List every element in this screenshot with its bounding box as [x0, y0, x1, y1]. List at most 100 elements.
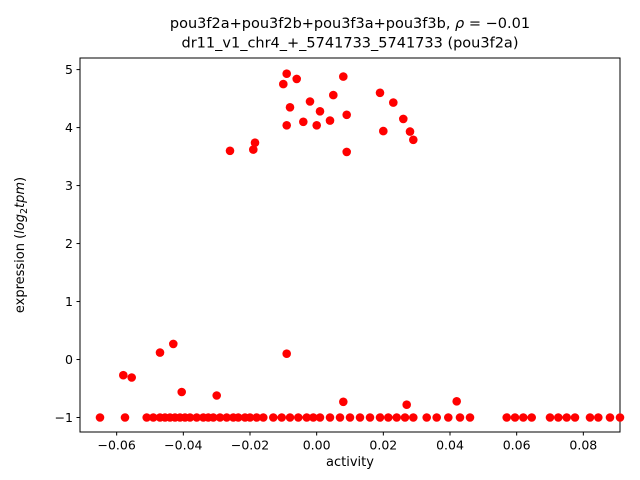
data-point	[120, 413, 130, 422]
chart-title-line2: dr11_v1_chr4_+_5741733_5741733 (pou3f2a)	[182, 36, 519, 52]
data-point	[379, 126, 388, 136]
data-point	[339, 72, 348, 81]
data-point	[422, 413, 432, 422]
data-point	[545, 413, 555, 422]
data-point	[215, 413, 225, 422]
data-point	[502, 413, 512, 422]
x-tick-label: 0.06	[503, 438, 531, 453]
data-point	[212, 391, 221, 400]
y-tick-label: 4	[65, 120, 73, 135]
data-point	[315, 413, 325, 422]
data-point	[329, 90, 338, 100]
x-tick-label: 0.00	[303, 438, 331, 453]
data-point	[342, 147, 352, 157]
y-tick-label: 2	[65, 236, 73, 251]
y-tick-label: −1	[55, 410, 73, 425]
plot-frame	[79, 57, 621, 433]
data-point	[285, 103, 295, 112]
data-point	[384, 413, 393, 422]
data-point	[452, 397, 462, 406]
data-point	[405, 127, 415, 136]
data-point	[250, 138, 260, 147]
data-point	[225, 146, 235, 156]
data-point	[234, 413, 243, 422]
y-tick-label: 5	[65, 62, 73, 77]
data-point	[312, 121, 322, 130]
data-point	[594, 413, 603, 422]
data-point	[259, 413, 268, 422]
data-point	[282, 121, 292, 130]
data-point	[119, 370, 128, 380]
data-point	[325, 116, 335, 125]
data-point	[142, 413, 151, 422]
data-point	[399, 114, 408, 124]
data-point	[185, 413, 195, 422]
data-point	[177, 387, 186, 397]
data-point	[335, 413, 345, 422]
data-point	[279, 79, 288, 89]
y-tick-label: 0	[65, 352, 73, 367]
data-point	[294, 413, 303, 422]
data-point	[400, 413, 410, 422]
data-point	[519, 413, 528, 422]
data-point	[342, 110, 352, 120]
data-point	[282, 69, 292, 78]
x-tick-label: −0.02	[231, 438, 269, 453]
data-point	[562, 413, 571, 422]
data-point	[570, 413, 580, 422]
data-point	[285, 413, 295, 422]
x-tick-label: 0.04	[436, 438, 464, 453]
data-point	[245, 413, 255, 422]
chart-title-line1: pou3f2a+pou3f2b+pou3f3a+pou3f3b, ρ = −0.…	[170, 16, 530, 32]
x-tick-label: −0.06	[98, 438, 136, 453]
data-point	[209, 413, 218, 422]
data-point	[282, 349, 292, 359]
data-point	[149, 413, 158, 422]
data-point	[585, 413, 595, 422]
data-point	[302, 413, 312, 422]
x-axis: −0.06 −0.04 −0.02 0.00 0.02 0.04 0.06 0.08	[98, 432, 597, 453]
data-point	[554, 413, 563, 422]
scatter-points	[95, 69, 625, 422]
data-point	[277, 413, 287, 422]
data-point	[402, 400, 412, 410]
y-tick-label: 1	[65, 294, 73, 309]
x-tick-label: 0.08	[569, 438, 597, 453]
y-tick-label: 3	[65, 178, 73, 193]
data-point	[325, 413, 335, 422]
data-point	[249, 145, 258, 154]
y-axis: −1 0 1 2 3 4 5	[55, 62, 80, 425]
data-point	[375, 413, 385, 422]
data-point	[155, 348, 165, 357]
data-point	[305, 97, 315, 106]
data-point	[510, 413, 520, 422]
data-point	[315, 107, 325, 116]
data-point	[465, 413, 475, 422]
x-axis-label: activity	[326, 455, 374, 470]
data-point	[127, 373, 136, 382]
data-point	[605, 413, 615, 422]
data-point	[345, 413, 355, 422]
data-point	[392, 413, 402, 422]
data-point	[355, 413, 365, 422]
data-point	[409, 135, 418, 145]
data-point	[299, 117, 308, 127]
data-point	[375, 88, 385, 98]
data-point	[615, 413, 625, 422]
data-point	[455, 413, 465, 422]
data-point	[252, 413, 261, 422]
y-axis-label: expression (log2tpm)	[13, 177, 30, 313]
data-point	[432, 413, 442, 422]
data-point	[409, 413, 418, 422]
x-tick-label: 0.02	[369, 438, 397, 453]
data-point	[527, 413, 536, 422]
data-point	[192, 413, 201, 422]
data-point	[222, 413, 231, 422]
x-tick-label: −0.04	[164, 438, 202, 453]
data-point	[339, 397, 348, 407]
data-point	[292, 74, 302, 84]
data-point	[389, 98, 398, 107]
